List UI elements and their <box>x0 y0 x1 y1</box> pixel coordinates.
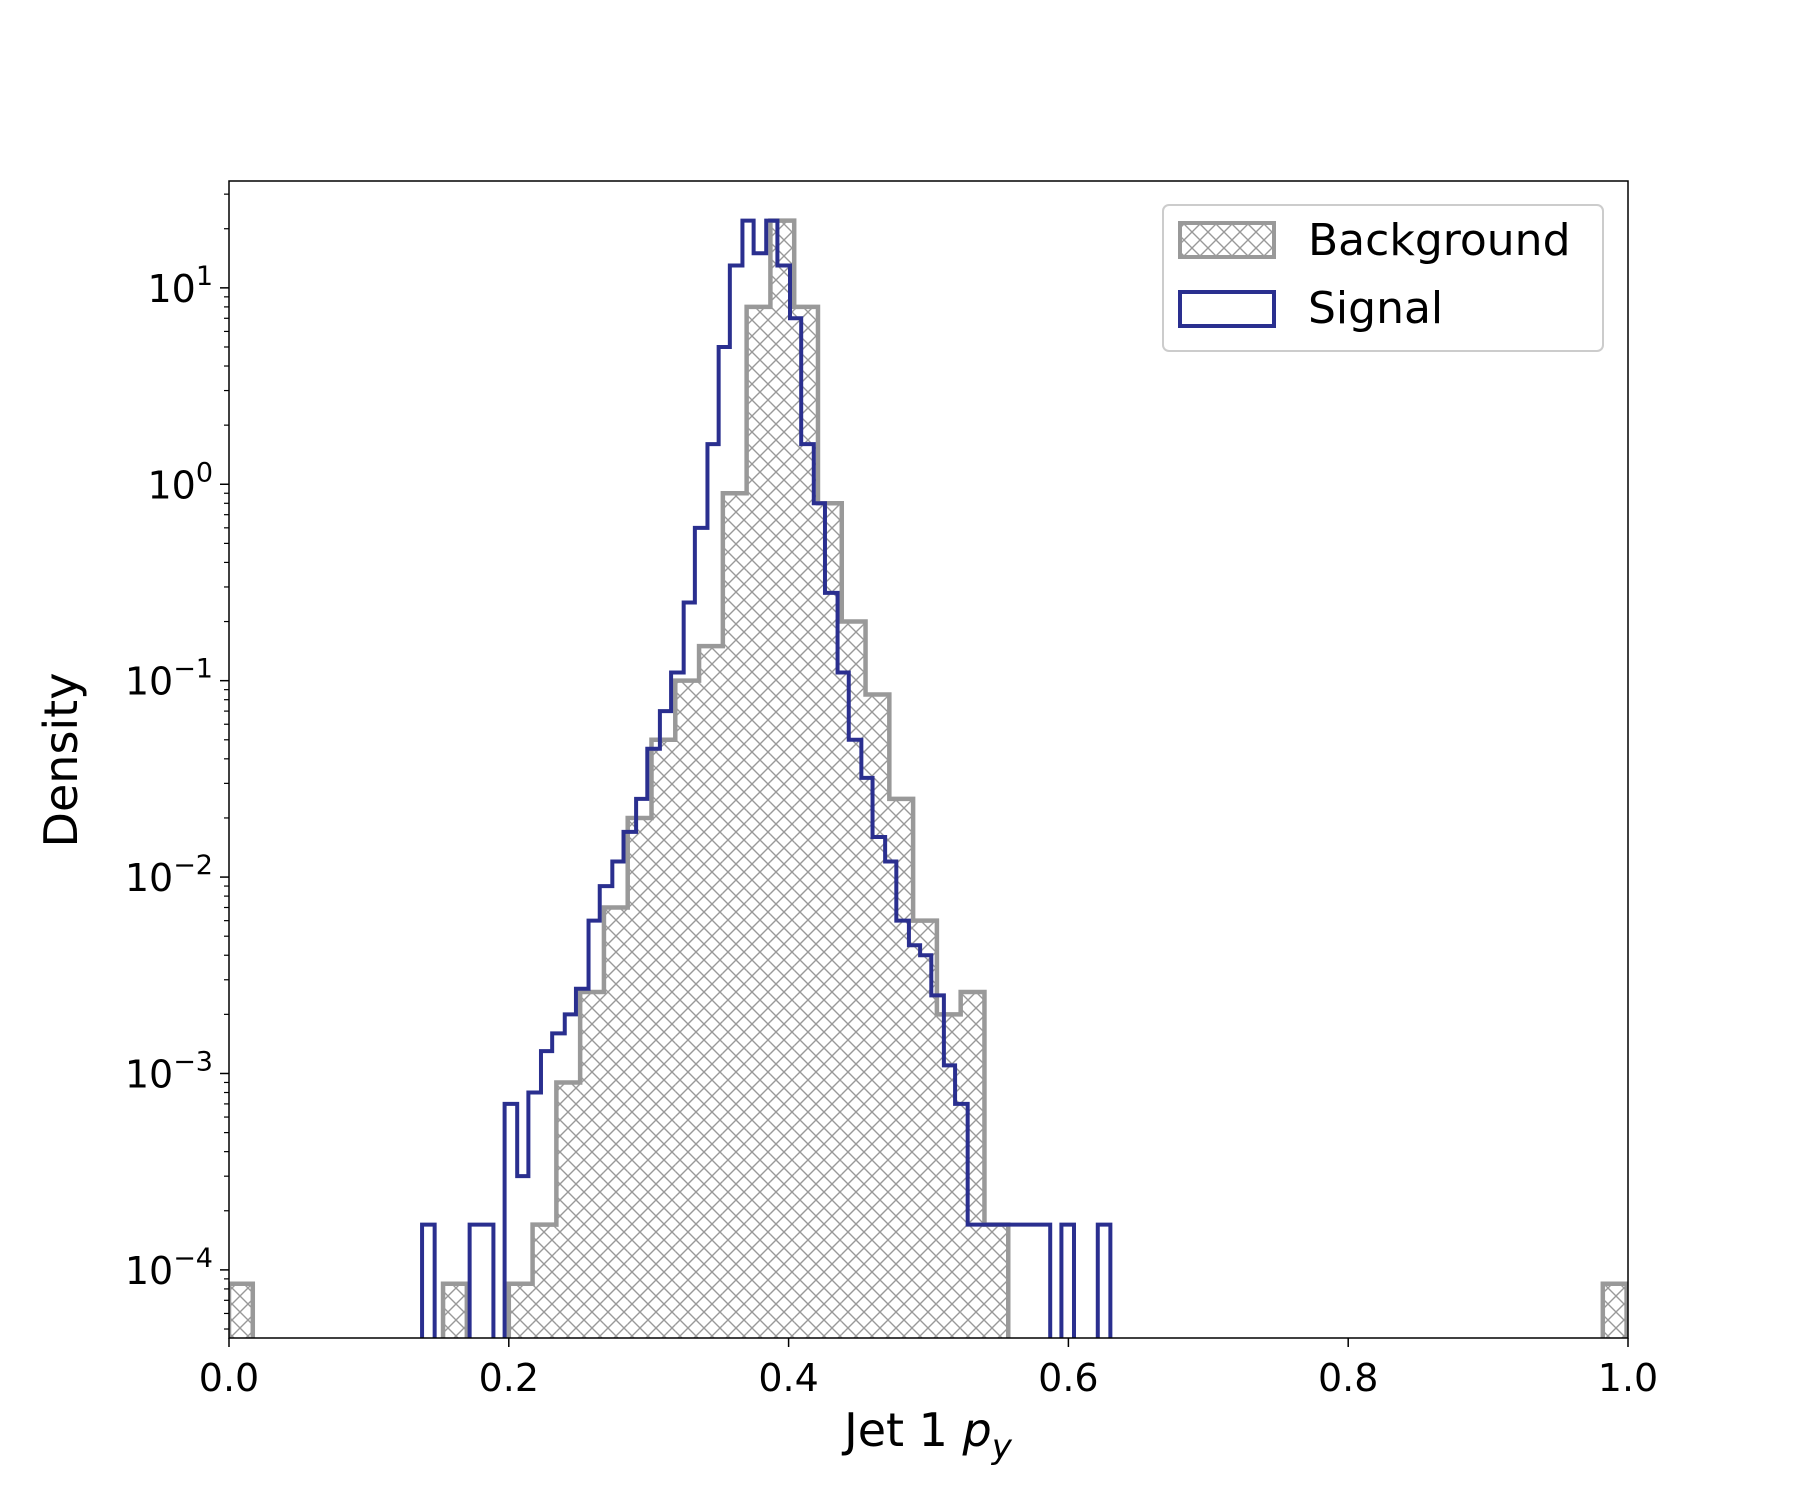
background-bar <box>651 739 676 1338</box>
y-tick-label: 10−2 <box>125 850 213 900</box>
background-bar <box>532 1224 557 1338</box>
y-tick-label: 100 <box>147 457 213 507</box>
background-bar <box>508 1283 533 1338</box>
background-outline <box>229 218 1628 1338</box>
x-axis-label-subscript: y <box>991 1427 1013 1467</box>
x-axis-label-symbol: p <box>962 1403 992 1457</box>
background-bar <box>627 817 652 1338</box>
y-tick-label: 10−4 <box>125 1243 213 1293</box>
plot-area <box>229 218 1628 1338</box>
background-bar <box>1602 1283 1627 1338</box>
x-axis: 0.0 0.2 0.4 0.6 0.8 1.0 <box>199 1338 1658 1400</box>
legend: Background Signal <box>1162 204 1604 352</box>
background-bar <box>984 1224 1009 1338</box>
x-tick-label: 1.0 <box>1598 1356 1658 1400</box>
background-bar <box>229 1283 253 1338</box>
signal-outline <box>420 218 1113 1338</box>
background-bar <box>443 1283 467 1338</box>
background-bar <box>699 646 723 1338</box>
background-bar <box>603 907 628 1338</box>
background-bar <box>960 991 985 1338</box>
x-axis-label: Jet 1 py <box>841 1403 1013 1467</box>
plot-frame <box>228 180 1629 1339</box>
background-bar <box>794 306 818 1338</box>
background-bar <box>580 991 604 1338</box>
background-bar <box>722 493 747 1338</box>
background-bar <box>770 220 795 1338</box>
legend-label-background: Background <box>1308 215 1571 266</box>
background-bar <box>746 306 771 1338</box>
background-bar <box>556 1082 581 1338</box>
x-tick-label: 0.0 <box>199 1356 259 1400</box>
x-tick-label: 0.2 <box>479 1356 539 1400</box>
background-bar <box>817 503 842 1338</box>
y-tick-label: 10−3 <box>125 1046 213 1096</box>
legend-label-signal: Signal <box>1308 283 1443 334</box>
x-tick-label: 0.4 <box>758 1356 818 1400</box>
background-bar <box>913 920 937 1338</box>
y-tick-label: 10−1 <box>125 654 213 704</box>
background-bar <box>865 694 890 1338</box>
x-tick-label: 0.8 <box>1318 1356 1378 1400</box>
background-bar <box>889 798 914 1338</box>
y-axis: 10−4 10−3 10−2 10−1 100 101 <box>125 193 229 1330</box>
x-tick-label: 0.6 <box>1038 1356 1098 1400</box>
background-bar <box>841 621 866 1338</box>
y-axis-label: Density <box>34 673 88 848</box>
legend-swatch-background <box>1178 221 1276 259</box>
y-tick-label: 101 <box>147 261 213 311</box>
x-axis-label-prefix: Jet 1 <box>841 1403 962 1457</box>
legend-swatch-signal <box>1178 290 1276 328</box>
background-bar <box>675 680 700 1338</box>
